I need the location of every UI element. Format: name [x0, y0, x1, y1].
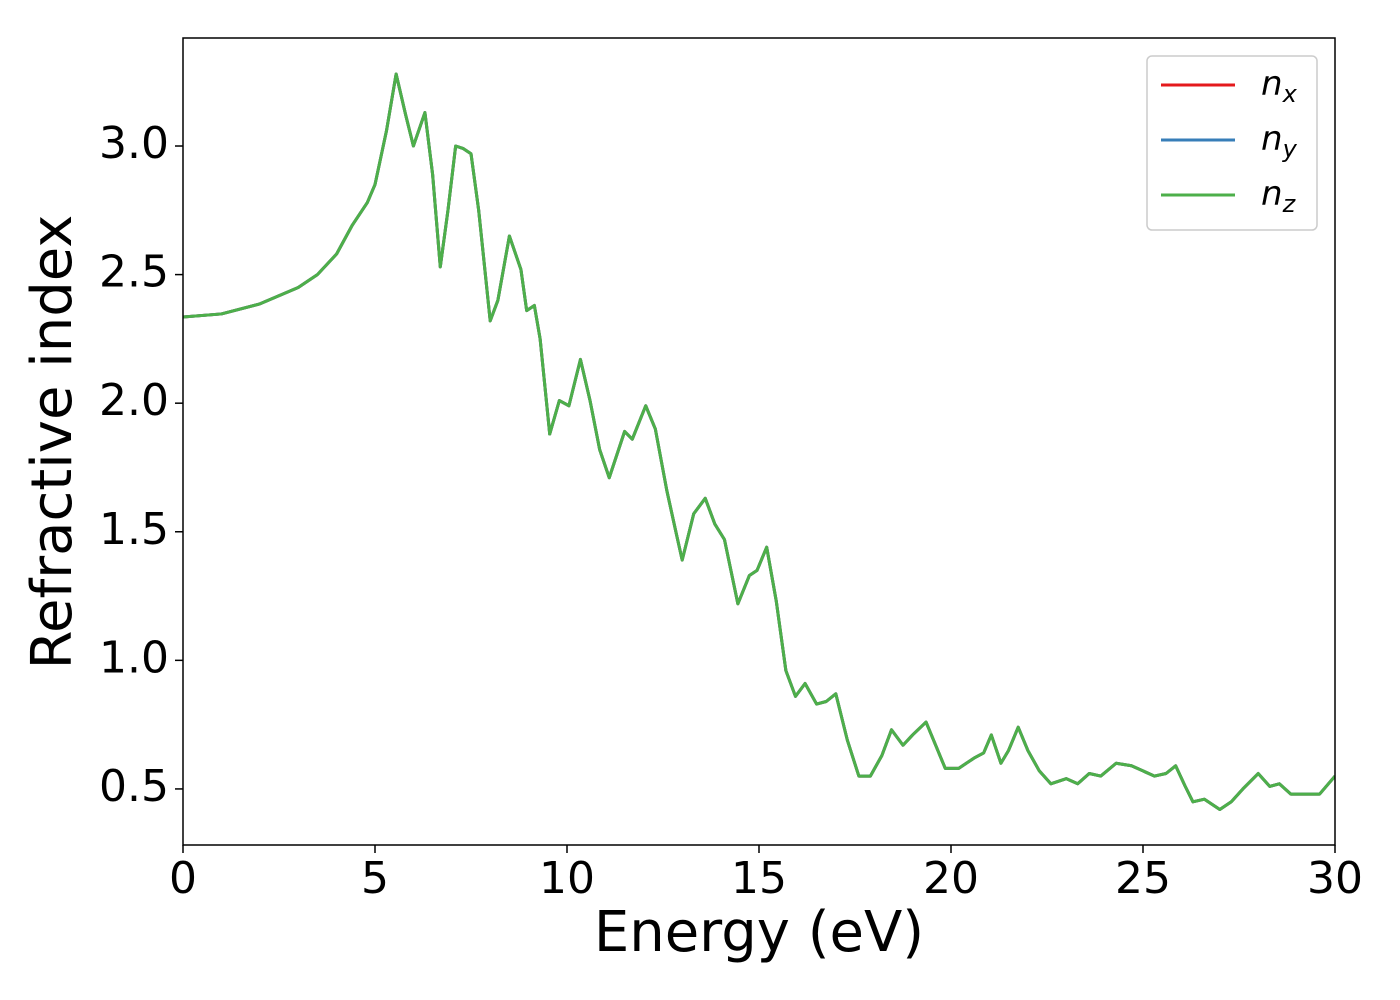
- series-line: [183, 72, 1335, 812]
- y-tick-label: 1.5: [99, 504, 169, 555]
- y-tick-label: 1.0: [99, 632, 169, 683]
- legend-label: nx: [1261, 64, 1298, 109]
- y-tick-label: 2.0: [99, 375, 169, 426]
- x-tick-label: 5: [361, 853, 389, 904]
- y-tick-label: 3.0: [99, 118, 169, 169]
- y-tick-label: 0.5: [99, 761, 169, 812]
- x-tick-label: 25: [1115, 853, 1171, 904]
- x-axis-label: Energy (eV): [594, 900, 924, 965]
- x-tick-label: 20: [923, 853, 979, 904]
- x-tick-label: 15: [731, 853, 787, 904]
- y-axis-label: Refractive index: [20, 215, 85, 670]
- legend-label: ny: [1261, 119, 1298, 164]
- legend-box: [1146, 55, 1318, 231]
- plot-frame: [182, 37, 1336, 846]
- y-tick-label: 2.5: [99, 247, 169, 298]
- x-tick-label: 0: [169, 853, 197, 904]
- legend-label: nz: [1261, 174, 1297, 219]
- x-tick-label: 10: [539, 853, 595, 904]
- x-tick-label: 30: [1307, 853, 1363, 904]
